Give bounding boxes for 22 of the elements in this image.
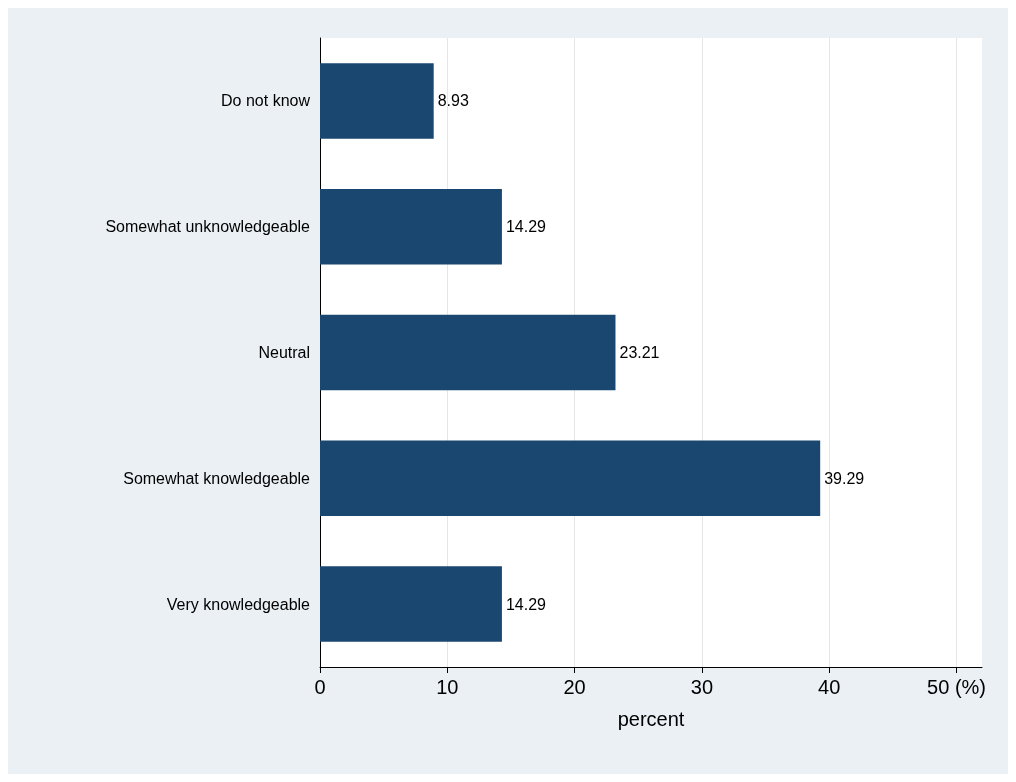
y-tick-label: Very knowledgeable (166, 595, 311, 613)
y-tick-label: Neutral (258, 344, 310, 361)
y-tick-label: Somewhat unknowledgeable (105, 218, 311, 236)
bar (320, 440, 821, 517)
data-label: 8.93 (437, 92, 469, 110)
bar (320, 63, 434, 139)
data-label: 39.29 (824, 469, 865, 487)
y-tick-label: Do not know (221, 92, 311, 110)
data-label: 23.21 (619, 344, 660, 361)
bar (320, 566, 502, 642)
data-label: 14.29 (505, 595, 547, 613)
bar (320, 188, 502, 265)
x-tick-label: 40 (818, 676, 841, 698)
x-tick-label: 10 (436, 676, 459, 698)
data-label: 14.29 (505, 218, 547, 236)
x-tick-label: 20 (563, 676, 586, 698)
x-axis-title: percent (617, 708, 685, 730)
bar (320, 314, 616, 391)
x-tick-label: 30 (690, 676, 714, 698)
x-tick-label: 50 (%) (927, 676, 986, 698)
y-tick-label: Somewhat knowledgeable (123, 469, 311, 487)
x-tick-label: 0 (314, 676, 326, 698)
